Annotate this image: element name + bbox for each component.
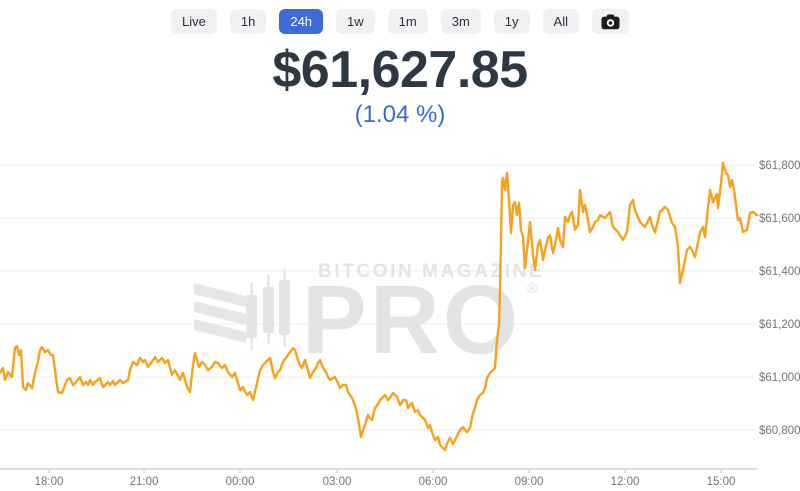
range-button-1y[interactable]: 1y <box>493 9 530 34</box>
range-button-live[interactable]: Live <box>171 9 217 34</box>
camera-icon <box>601 14 620 30</box>
price-line-series <box>0 161 759 452</box>
x-tick-label: 06:00 <box>419 476 448 488</box>
price-change-percent: (1.04 %) <box>354 101 446 128</box>
price-chart-svg[interactable]: $61,800 $61,600 $61,400 $61,200 $61,000 $60,8… <box>0 140 800 491</box>
x-tick-label: 00:00 <box>226 476 255 488</box>
x-tick-label: 03:00 <box>323 476 352 488</box>
range-button-all[interactable]: All <box>542 9 579 34</box>
y-tick-label: $61,000 <box>759 372 800 384</box>
watermark-line2: PRO <box>302 265 521 374</box>
y-axis-labels: $61,800 $61,600 $61,400 $61,200 $61,000 $60,8… <box>759 160 800 437</box>
range-button-1h[interactable]: 1h <box>229 9 267 34</box>
x-tick-label: 12:00 <box>611 476 640 488</box>
x-axis: 18:00 21:00 00:00 03:00 06:00 09:00 12:00 15:00 <box>0 468 757 488</box>
screenshot-button[interactable] <box>591 9 629 34</box>
grid-lines <box>0 164 755 431</box>
range-button-1m[interactable]: 1m <box>387 9 428 34</box>
y-tick-label: $61,200 <box>759 319 800 331</box>
time-range-toolbar: Live 1h 24h 1w 1m 3m 1y All <box>0 0 800 34</box>
watermark-registered-mark: ® <box>527 280 538 296</box>
range-button-24h[interactable]: 24h <box>279 9 324 34</box>
price-value: $61,627.85 <box>272 41 528 99</box>
bitcoin-magazine-pro-logo <box>194 268 290 350</box>
y-tick-label: $61,600 <box>759 213 800 225</box>
x-tick-label: 09:00 <box>515 476 544 488</box>
range-button-3m[interactable]: 3m <box>440 9 481 34</box>
y-tick-label: $61,400 <box>759 266 800 278</box>
x-tick-label: 15:00 <box>707 476 736 488</box>
watermark-line1: BITCOIN MAGAZINE <box>318 261 544 282</box>
price-chart[interactable]: $61,800 $61,600 $61,400 $61,200 $61,000 $60,8… <box>0 140 800 491</box>
range-button-1w[interactable]: 1w <box>336 9 375 34</box>
x-tick-label: 21:00 <box>130 476 159 488</box>
y-tick-label: $60,800 <box>759 425 800 437</box>
x-tick-label: 18:00 <box>35 476 64 488</box>
y-tick-label: $61,800 <box>759 160 800 172</box>
